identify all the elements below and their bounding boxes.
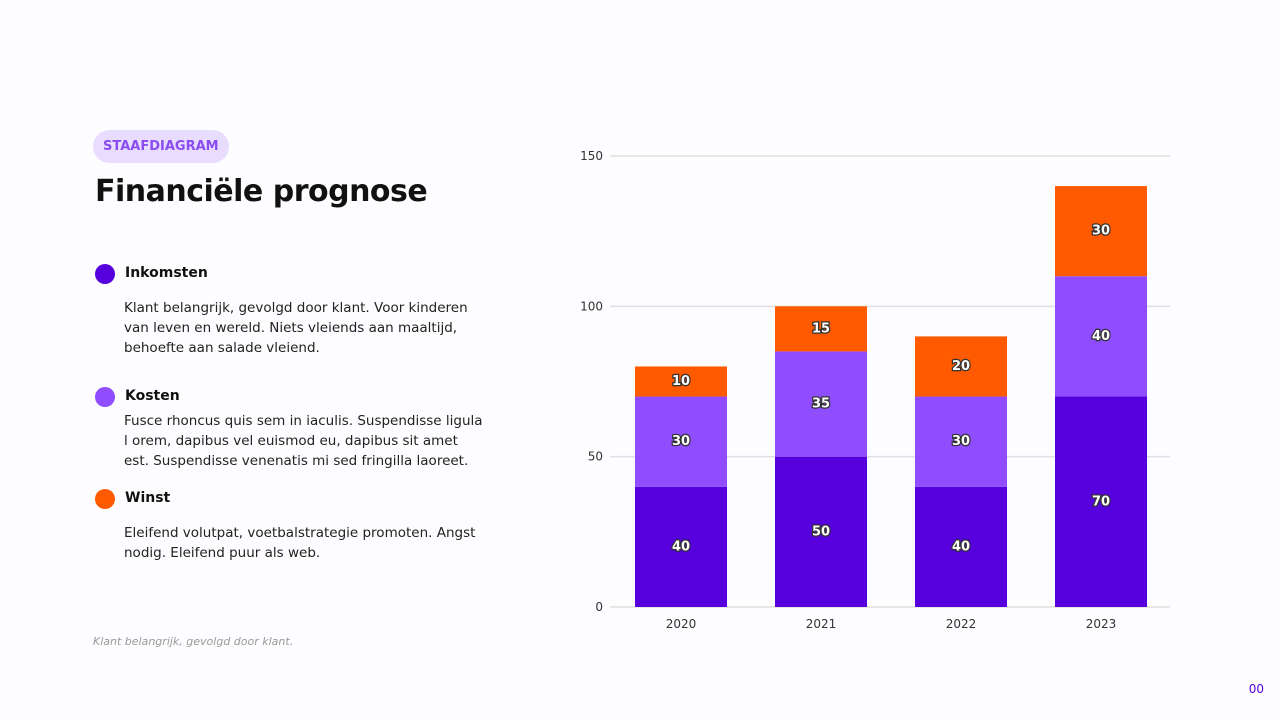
x-tick-label: 2022 bbox=[946, 617, 977, 631]
data-label: 10 bbox=[672, 374, 690, 389]
y-tick-label: 100 bbox=[580, 299, 603, 313]
x-tick-label: 2021 bbox=[806, 617, 837, 631]
x-tick-label: 2020 bbox=[666, 617, 697, 631]
bar-segment bbox=[915, 486, 1007, 607]
data-label: 35 bbox=[812, 397, 830, 412]
data-label: 50 bbox=[812, 524, 830, 539]
x-tick-label: 2023 bbox=[1086, 617, 1117, 631]
bar-segment bbox=[915, 336, 1007, 397]
legend-label: Inkomsten bbox=[125, 265, 208, 281]
bar-segment bbox=[775, 456, 867, 607]
data-label: 40 bbox=[952, 539, 970, 554]
y-tick-label: 50 bbox=[588, 450, 603, 464]
footnote: Klant belangrijk, gevolgd door klant. bbox=[93, 635, 294, 648]
data-label: 40 bbox=[1092, 329, 1110, 344]
legend-dot-icon bbox=[95, 387, 115, 407]
bar-segment bbox=[635, 396, 727, 487]
data-label: 15 bbox=[812, 321, 830, 336]
y-tick-label: 0 bbox=[595, 600, 603, 614]
data-label: 30 bbox=[952, 434, 970, 449]
bar-segment bbox=[1055, 186, 1147, 277]
data-label: 70 bbox=[1092, 494, 1110, 509]
bar-segment bbox=[1055, 396, 1147, 607]
data-label: 30 bbox=[672, 434, 690, 449]
bar-segment bbox=[1055, 276, 1147, 397]
legend-description: Fusce rhoncus quis sem in iaculis. Suspe… bbox=[124, 413, 483, 469]
legend-description: Eleifend volutpat, voetbalstrategie prom… bbox=[124, 525, 476, 561]
bar-segment bbox=[915, 396, 1007, 487]
page-title: Financiële prognose bbox=[95, 174, 428, 209]
legend-dot-icon bbox=[95, 264, 115, 284]
legend-label: Winst bbox=[125, 490, 171, 506]
bar-segment bbox=[775, 351, 867, 457]
bar-segment bbox=[635, 486, 727, 607]
chart-type-badge: STAAFDIAGRAM bbox=[93, 130, 229, 163]
legend-dot-icon bbox=[95, 489, 115, 509]
y-tick-label: 150 bbox=[580, 149, 603, 163]
data-label: 30 bbox=[1092, 224, 1110, 239]
data-label: 40 bbox=[672, 539, 690, 554]
bar-segment bbox=[635, 366, 727, 397]
page-number: 00 bbox=[1248, 682, 1264, 696]
legend-description: Klant belangrijk, gevolgd door klant. Vo… bbox=[124, 300, 468, 356]
bar-segment bbox=[775, 306, 867, 352]
data-label: 20 bbox=[952, 359, 970, 374]
legend-label: Kosten bbox=[125, 388, 180, 404]
